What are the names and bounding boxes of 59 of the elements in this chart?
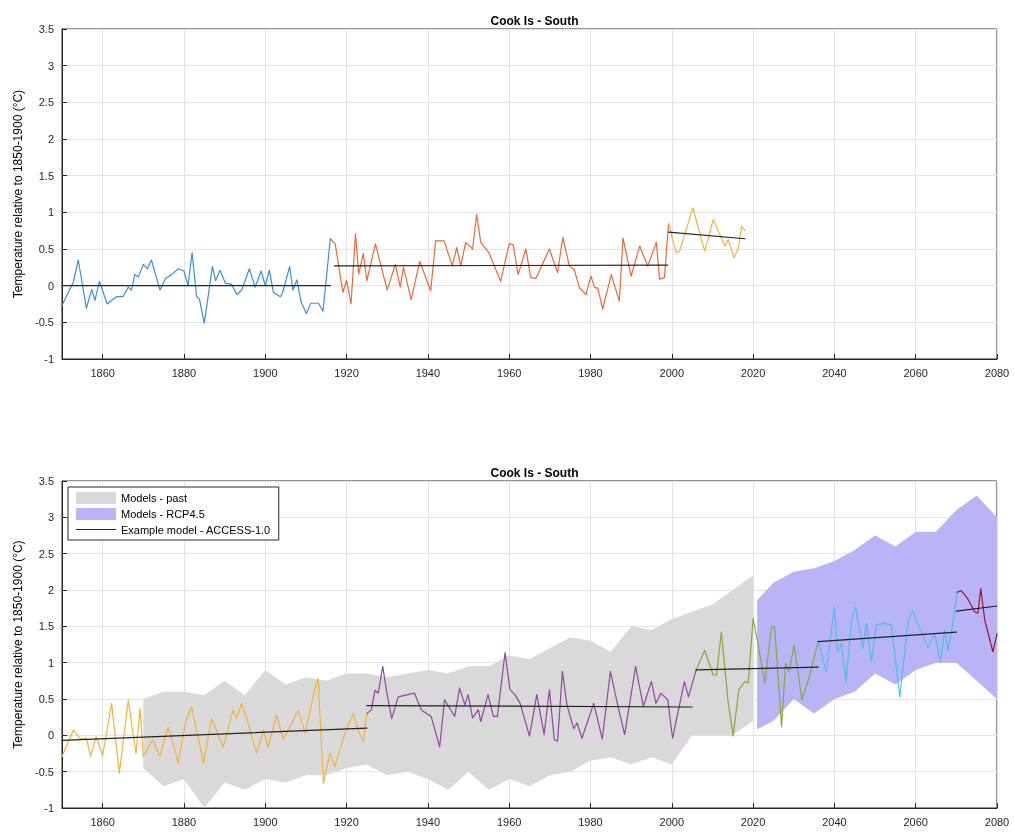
line-series	[366, 651, 697, 748]
x-tick-label: 2080	[984, 815, 1010, 828]
chart-title: Cook Is - South	[490, 14, 579, 28]
x-tick-label: 1980	[578, 366, 603, 379]
y-tick-label: 3	[47, 59, 54, 72]
x-tick-label: 1960	[496, 366, 522, 379]
legend-label: Example model - ACCESS-1.0	[121, 523, 271, 536]
y-tick-label: 3.5	[38, 23, 54, 35]
y-tick-label: 2	[47, 133, 54, 145]
x-tick-label: 2020	[740, 815, 766, 828]
x-tick-label: 2000	[659, 815, 685, 828]
y-tick-label: 2.5	[38, 96, 54, 109]
y-tick-label: -1	[44, 802, 54, 814]
y-tick-label: 0	[47, 279, 54, 292]
x-tick-label: 2040	[822, 815, 847, 828]
x-tick-label: 2060	[903, 366, 928, 379]
line-series	[61, 238, 331, 324]
y-tick-label: 2.5	[38, 547, 54, 560]
x-tick-label: 1860	[90, 366, 115, 379]
y-tick-label: 1	[47, 656, 54, 669]
x-tick-label: 2080	[984, 366, 1010, 379]
y-tick-label: 1.5	[38, 169, 54, 182]
y-tick-label: 3	[47, 511, 54, 524]
x-tick-label: 1960	[496, 815, 522, 828]
legend-label: Models - RCP4.5	[121, 508, 205, 520]
x-tick-label: 1880	[171, 366, 197, 379]
y-tick-label: 2	[47, 584, 54, 596]
y-tick-label: -0.5	[35, 316, 54, 329]
y-axis-title: Temperature relative to 1850-1900 (°C)	[11, 89, 26, 299]
chart-title: Cook Is - South	[490, 466, 579, 480]
x-tick-label: 1940	[415, 366, 441, 379]
x-tick-label: 1880	[171, 815, 197, 828]
y-axis-title: Temperature relative to 1850-1900 (°C)	[11, 540, 26, 749]
x-tick-label: 2020	[740, 366, 766, 379]
line-series	[667, 207, 746, 259]
line-series	[329, 213, 670, 310]
line-series	[817, 591, 958, 698]
y-tick-label: 1	[47, 206, 54, 219]
y-tick-label: 1.5	[38, 620, 54, 633]
y-tick-label: 3.5	[38, 475, 54, 487]
x-tick-label: 2040	[822, 366, 847, 379]
x-tick-label: 1900	[253, 815, 278, 828]
y-tick-label: -0.5	[35, 765, 54, 778]
y-tick-label: -1	[44, 353, 54, 365]
x-tick-label: 1900	[253, 366, 278, 379]
x-tick-label: 1920	[334, 815, 359, 828]
x-tick-label: 1920	[334, 366, 359, 379]
x-tick-label: 1860	[90, 815, 115, 828]
x-tick-label: 2000	[659, 366, 685, 379]
x-tick-label: 2060	[903, 815, 928, 828]
line-series	[956, 587, 998, 653]
x-tick-label: 1940	[415, 815, 441, 828]
y-tick-label: 0	[47, 729, 54, 742]
y-tick-label: 0.5	[38, 243, 54, 255]
line-series	[695, 617, 819, 737]
line-series	[61, 678, 368, 784]
y-tick-label: 0.5	[38, 693, 54, 705]
x-tick-label: 1980	[578, 815, 603, 828]
legend-label: Models - past	[121, 492, 188, 504]
